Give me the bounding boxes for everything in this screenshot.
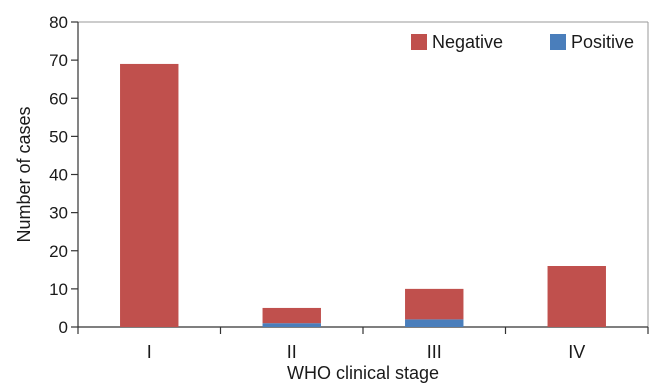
x-tick-label: I	[147, 342, 152, 362]
legend-label-negative: Negative	[432, 32, 503, 52]
bar-negative-iii	[405, 288, 464, 320]
x-tick-label: IV	[568, 342, 585, 362]
y-tick-label: 30	[49, 204, 68, 223]
plot-area	[78, 21, 649, 327]
x-axis: I II III IV	[77, 326, 649, 362]
y-tick-label: 0	[59, 318, 68, 337]
x-tick-label: II	[287, 342, 297, 362]
y-axis: 0 10 20 30 40 50 60 70 80	[49, 13, 79, 337]
y-tick-label: 70	[49, 51, 68, 70]
bar-positive-iii	[405, 319, 464, 327]
bar-positive-ii	[262, 323, 321, 327]
y-tick-label: 10	[49, 280, 68, 299]
y-tick-label: 20	[49, 242, 68, 261]
y-tick-label: 40	[49, 166, 68, 185]
y-axis-title: Number of cases	[14, 106, 34, 242]
bar-negative-iv	[547, 266, 606, 327]
y-tick-label: 60	[49, 89, 68, 108]
legend-label-positive: Positive	[571, 32, 634, 52]
legend: Negative Positive	[411, 32, 634, 52]
bar-negative-i	[120, 63, 179, 327]
legend-swatch-positive	[550, 34, 566, 50]
bars	[120, 63, 606, 327]
y-tick-label: 80	[49, 13, 68, 32]
x-axis-title: WHO clinical stage	[287, 363, 439, 383]
bar-negative-ii	[262, 307, 321, 324]
x-tick-label: III	[427, 342, 442, 362]
legend-swatch-negative	[411, 34, 427, 50]
y-tick-label: 50	[49, 127, 68, 146]
